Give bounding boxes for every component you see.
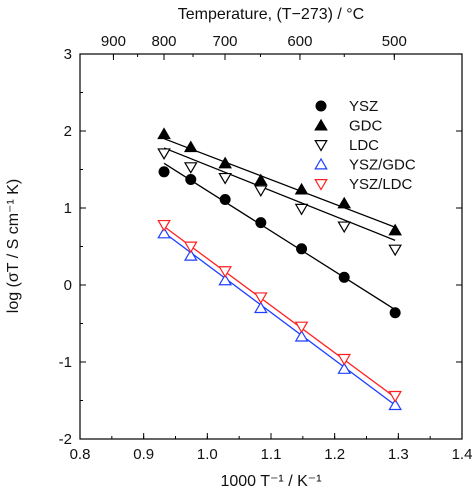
x-tick-label: 1.2 — [324, 446, 345, 463]
legend: YSZ GDC LDC YSZ/GDC YSZ/LDC — [314, 98, 416, 193]
point-gdc — [337, 196, 352, 209]
point-gdc — [218, 156, 232, 169]
point-ldc — [253, 185, 268, 197]
top-axis-title: Temperature, (T−273) / °C — [178, 6, 364, 23]
top-tick-label: 900 — [101, 33, 126, 50]
point-ysz-ldc — [253, 292, 268, 305]
point-gdc — [183, 140, 198, 153]
point-ysz-ldc — [218, 266, 232, 278]
legend-marker-ysz-gdc — [314, 157, 328, 170]
left-y-axis: -2 -1 0 1 2 3 — [59, 46, 462, 448]
y-tick-label: 0 — [64, 277, 72, 294]
top-tick-label: 700 — [212, 33, 237, 50]
point-ldc — [388, 244, 402, 257]
fit-line-ldc — [163, 147, 396, 241]
point-ysz-gdc — [183, 249, 198, 261]
point-gdc — [388, 223, 402, 236]
bottom-x-axis: 0.8 0.9 1.0 1.1 1.2 1.3 1.4 — [70, 433, 473, 463]
point-ysz-ldc — [157, 219, 171, 232]
x-axis-title: 1000 T⁻¹ / K⁻¹ — [220, 473, 321, 490]
y-axis-title: log (σT / S cm⁻¹ K) — [5, 179, 22, 313]
legend-marker-ysz — [315, 100, 327, 112]
legend-marker-ysz-ldc — [314, 179, 328, 191]
fit-line-gdc — [163, 138, 396, 228]
point-ysz-gdc — [388, 398, 402, 411]
point-ysz — [389, 307, 401, 319]
fit-line-ysz-ldc — [163, 225, 396, 398]
point-ldc — [337, 221, 352, 234]
x-tick-label: 0.8 — [70, 446, 91, 463]
point-ysz — [338, 271, 350, 283]
legend-marker-gdc — [314, 118, 328, 131]
legend-label-ysz: YSZ — [349, 98, 378, 115]
fit-line-ysz — [163, 162, 396, 311]
point-ldc — [218, 172, 232, 185]
x-tick-label: 1.4 — [452, 446, 473, 463]
top-tick-label: 600 — [287, 33, 312, 50]
point-ysz-gdc — [253, 301, 268, 314]
y-tick-label: 2 — [64, 123, 72, 140]
x-tick-label: 1.0 — [197, 446, 218, 463]
top-tick-label: 800 — [152, 33, 177, 50]
legend-label-gdc: GDC — [349, 118, 383, 135]
y-tick-label: 1 — [64, 200, 72, 217]
x-tick-label: 0.9 — [133, 446, 154, 463]
point-gdc — [294, 182, 309, 195]
legend-label-ysz-gdc: YSZ/GDC — [349, 157, 416, 174]
point-ysz-gdc — [157, 226, 171, 239]
point-ysz-ldc — [337, 353, 352, 366]
x-tick-label: 1.1 — [261, 446, 282, 463]
fit-line-ysz-gdc — [163, 232, 396, 406]
point-ldc — [183, 162, 198, 174]
point-ysz — [185, 174, 197, 186]
point-ysz-ldc — [183, 241, 198, 254]
plot-frame — [79, 53, 463, 440]
point-ysz — [255, 217, 267, 229]
point-ldc — [294, 203, 309, 216]
point-ysz-gdc — [218, 273, 232, 286]
fit-lines — [163, 138, 396, 406]
top-x-axis: 900 800 700 600 500 — [101, 33, 407, 60]
point-ysz — [296, 243, 308, 255]
legend-label-ldc: LDC — [349, 137, 379, 154]
point-ysz-ldc — [388, 390, 402, 403]
legend-label-ysz-ldc: YSZ/LDC — [349, 176, 413, 193]
y-tick-label: -1 — [59, 354, 72, 371]
point-ysz-gdc — [337, 362, 352, 374]
point-gdc — [253, 173, 268, 186]
point-ysz — [219, 194, 231, 206]
y-tick-label: 3 — [64, 46, 72, 63]
legend-marker-ldc — [314, 140, 328, 152]
point-ysz-ldc — [294, 321, 309, 334]
point-ysz-gdc — [294, 329, 309, 342]
x-tick-label: 1.3 — [388, 446, 409, 463]
point-gdc — [157, 127, 171, 140]
top-tick-label: 500 — [382, 33, 407, 50]
data-points — [157, 127, 402, 411]
point-ysz — [158, 166, 170, 178]
y-tick-label: -2 — [59, 431, 72, 448]
point-ldc — [157, 148, 171, 161]
